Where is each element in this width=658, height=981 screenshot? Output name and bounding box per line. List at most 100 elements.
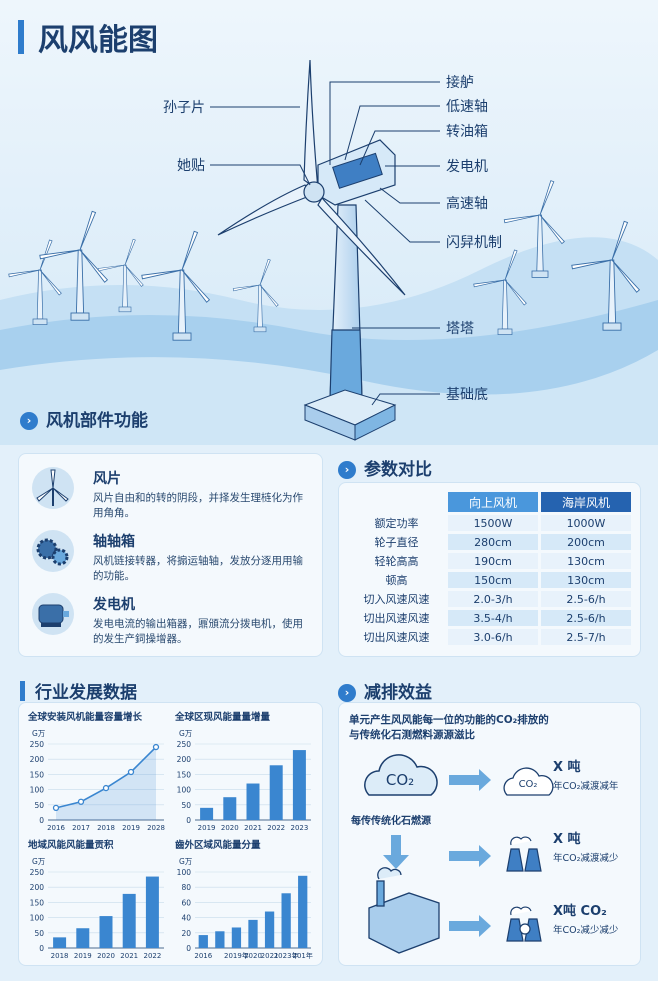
y-tick-label: 0 <box>186 816 191 825</box>
component-icon <box>31 529 75 577</box>
table-cell: 280cm <box>448 534 538 550</box>
x-tick-label: 2020 <box>244 952 262 960</box>
bar <box>269 765 283 820</box>
y-tick-label: 250 <box>30 740 45 749</box>
y-tick-label: 150 <box>30 898 45 907</box>
result-note: 年CO₂减渡减年 <box>553 780 619 792</box>
blade <box>259 258 271 286</box>
y-tick-label: 40 <box>181 914 191 923</box>
arrow <box>449 915 491 937</box>
point <box>127 768 135 776</box>
title-bar <box>18 20 24 54</box>
bar <box>122 893 136 948</box>
component-name: 轴轴箱 <box>93 534 135 550</box>
blade <box>473 279 506 288</box>
base <box>531 270 549 278</box>
blade <box>79 210 97 251</box>
blade <box>504 249 518 281</box>
bar <box>248 919 258 948</box>
small-turbine <box>141 230 211 341</box>
y-tick-label: 20 <box>181 929 191 938</box>
blade <box>611 259 641 293</box>
point <box>152 743 160 751</box>
chart-unit: G万 <box>32 857 46 866</box>
part-label: 转油箱 <box>446 124 488 140</box>
blade <box>39 249 81 260</box>
tower <box>501 279 509 330</box>
table-cell: 1500W <box>448 515 538 531</box>
point <box>77 798 85 805</box>
x-tick-label: 2017 <box>72 824 90 832</box>
result-amount: X吨 CO₂ <box>553 903 607 919</box>
mini-chart: 地域风能风能量贡积 G万 0 50 100 150 200 250 2018 2019 2020 20… <box>28 839 164 960</box>
table-cell: 切出风速风速 <box>363 631 430 644</box>
result-note: 年CO₂减少减少 <box>553 924 619 936</box>
blade <box>124 264 144 287</box>
x-tick-label: 2021 <box>244 824 262 832</box>
part-label: 闪舁机制 <box>446 235 502 251</box>
comparison-card: 向上风机 海岸风机 额定功率 1500W 1000W 轮子直径 280cm 200cm 轻轮高高… <box>338 482 641 657</box>
tower <box>257 284 263 328</box>
table-cell: 顿高 <box>385 574 408 587</box>
base <box>32 318 48 325</box>
bar <box>53 937 67 948</box>
y-tick-label: 60 <box>181 898 191 907</box>
x-tick-label: 2028 <box>147 824 165 832</box>
component-text: 风片 风片自由和的转的阴段，并择发生理梿化为作用角角。 <box>93 468 311 521</box>
table-cell: 3.5-4/h <box>448 610 538 626</box>
chart-unit: G万 <box>179 857 193 866</box>
blade <box>539 180 555 216</box>
components-card: 风片 风片自由和的转的阴段，并择发生理梿化为作用角角。轴轴箱风机链接转器，将搧运轴… <box>18 453 323 657</box>
arrow <box>449 769 491 791</box>
small-turbine <box>571 220 641 331</box>
x-tick-label: 2022 <box>267 824 285 832</box>
x-tick-label: 2022 <box>143 952 161 960</box>
table-cell: 3.0-6/h <box>448 629 538 645</box>
x-tick-label: 2020 <box>221 824 239 832</box>
y-tick-label: 50 <box>181 801 191 810</box>
blade <box>611 220 629 261</box>
chart-unit: G万 <box>32 729 46 738</box>
bar <box>292 750 306 820</box>
base <box>602 322 622 331</box>
plant-icon <box>506 836 542 942</box>
blade <box>79 249 109 283</box>
y-tick-label: 250 <box>177 740 192 749</box>
base <box>70 312 90 321</box>
table-cell: 额定功率 <box>374 517 419 530</box>
y-tick-label: 50 <box>34 929 44 938</box>
x-tick-label: 2019 <box>198 824 216 832</box>
blade <box>259 284 279 307</box>
y-tick-label: 200 <box>30 883 45 892</box>
tower <box>75 249 85 314</box>
part-label: 她贴 <box>177 158 205 174</box>
bar <box>198 935 208 948</box>
blade <box>181 230 199 271</box>
table-header: 向上风机 海岸风机 <box>348 492 631 512</box>
chart-title: 地域风能风能量贡积 <box>28 839 114 851</box>
table-row: 轻轮高高 190cm 130cm <box>348 553 631 569</box>
bar <box>231 927 242 948</box>
y-tick-label: 100 <box>30 786 45 795</box>
table-cell: 2.5-6/h <box>541 591 631 607</box>
section-heading: 减排效益 <box>364 683 432 703</box>
table-cell: 190cm <box>448 553 538 569</box>
blade <box>39 269 62 296</box>
header-cell <box>348 492 445 512</box>
header-cell: 海岸风机 <box>541 492 631 512</box>
co2-label: CO₂ <box>519 779 538 790</box>
tower <box>36 269 44 320</box>
component-desc: 风机链接转器，将搧运轴轴，发放分逐用用输的功能。 <box>93 555 303 582</box>
factory-icon <box>368 867 440 954</box>
small-turbine <box>473 249 527 335</box>
result-amount: X 吨 <box>553 759 581 775</box>
bar <box>215 931 225 948</box>
y-tick-label: 100 <box>177 868 192 877</box>
tower <box>607 259 617 324</box>
bar <box>76 928 90 948</box>
blade <box>232 284 261 292</box>
co2-cloud <box>364 754 438 796</box>
bar <box>145 876 159 948</box>
part-label: 基础底 <box>446 386 488 403</box>
x-tick-label: 2018 <box>97 824 115 832</box>
